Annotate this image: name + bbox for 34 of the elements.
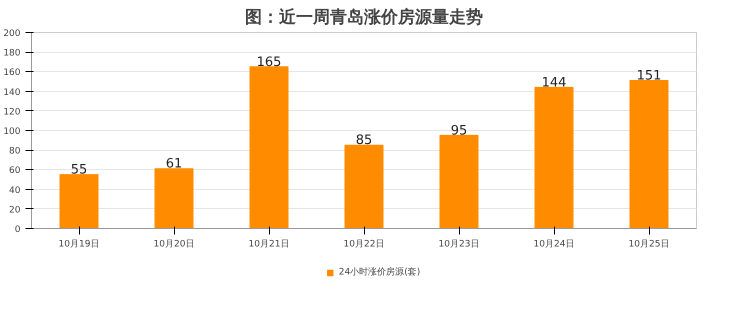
legend-label: 24小时涨价房源(套) xyxy=(338,266,420,278)
data-label: 165 xyxy=(256,54,282,70)
data-label: 95 xyxy=(450,123,468,138)
bar xyxy=(630,80,668,228)
x-tick-label: 10月19日 xyxy=(58,240,100,250)
data-label: 144 xyxy=(542,75,566,90)
y-tick-label: 140 xyxy=(3,88,21,98)
data-label: 151 xyxy=(636,68,662,84)
data-label: 61 xyxy=(166,156,182,172)
bar xyxy=(154,168,194,228)
data-label: 85 xyxy=(356,133,372,148)
bar xyxy=(250,66,288,228)
x-tick-label: 10月24日 xyxy=(534,240,574,250)
y-tick-label: 0 xyxy=(14,225,21,235)
y-tick-label: 160 xyxy=(3,68,21,78)
y-tick-label: 60 xyxy=(9,166,21,176)
y-tick-label: 20 xyxy=(9,205,21,216)
x-tick-label: 10月22日 xyxy=(344,240,384,250)
y-tick-label: 80 xyxy=(9,146,21,157)
x-tick-label: 10月25日 xyxy=(628,240,670,250)
y-tick-label: 180 xyxy=(3,48,21,59)
bar xyxy=(534,86,574,228)
y-tick-label: 120 xyxy=(3,107,21,118)
x-tick-label: 10月20日 xyxy=(154,240,194,250)
x-tick-label: 10月21日 xyxy=(248,240,290,250)
bar xyxy=(60,174,98,228)
y-tick-label: 200 xyxy=(3,29,21,39)
bar xyxy=(440,134,478,228)
bar xyxy=(344,144,384,228)
chart-title: 图：近一周青岛涨价房源量走势 xyxy=(245,8,483,28)
x-tick-label: 10月23日 xyxy=(438,240,480,250)
data-label: 55 xyxy=(70,162,88,178)
y-tick-label: 100 xyxy=(3,127,21,137)
y-tick-label: 40 xyxy=(9,186,21,196)
